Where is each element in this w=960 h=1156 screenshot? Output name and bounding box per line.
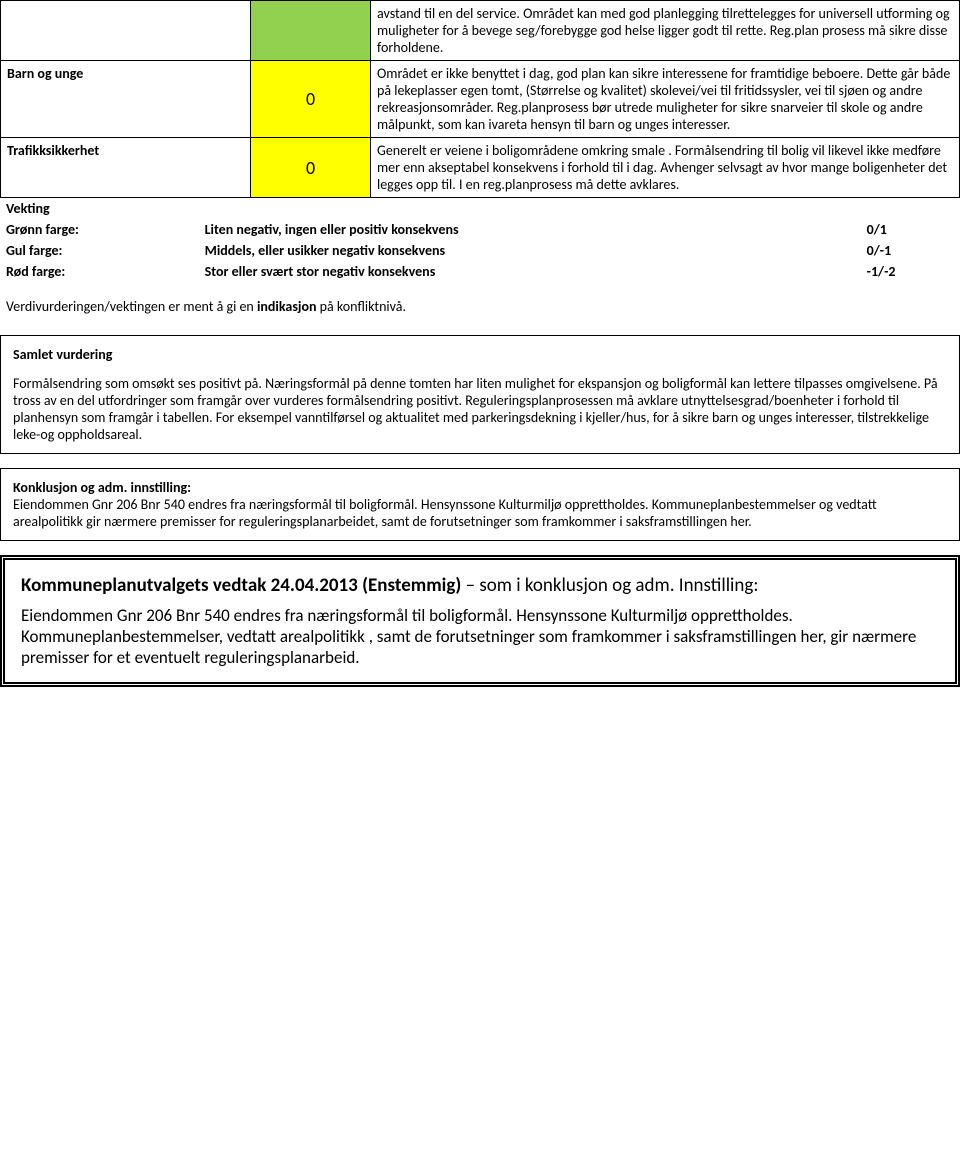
- legend-value: 0/-1: [861, 240, 960, 261]
- table-row: Trafikksikkerhet 0 Generelt er veiene i …: [1, 138, 960, 198]
- row-label: Barn og unge: [1, 61, 251, 138]
- row-desc: avstand til en del service. Området kan …: [371, 1, 960, 61]
- decision-title-bold: Kommuneplanutvalgets vedtak 24.04.2013 (…: [21, 574, 461, 597]
- conclusion-body: Eiendommen Gnr 206 Bnr 540 endres fra næ…: [13, 496, 947, 530]
- decision-title: Kommuneplanutvalgets vedtak 24.04.2013 (…: [21, 574, 939, 597]
- table-row: avstand til en del service. Området kan …: [1, 1, 960, 61]
- legend-value: -1/-2: [861, 261, 960, 282]
- overall-assessment-title: Samlet vurdering: [13, 346, 947, 363]
- legend-desc: Liten negativ, ingen eller positiv konse…: [199, 219, 861, 240]
- weighting-header: Vekting: [0, 198, 960, 219]
- decision-title-rest: – som i konklusjon og adm. Innstilling:: [461, 574, 758, 597]
- legend-color: Gul farge:: [0, 240, 199, 261]
- overall-assessment-box: Samlet vurdering Formålsendring som omsø…: [0, 335, 960, 454]
- conclusion-title: Konklusjon og adm. innstilling:: [13, 479, 191, 496]
- overall-assessment-body: Formålsendring som omsøkt ses positivt p…: [13, 375, 947, 443]
- legend-color: Rød farge:: [0, 261, 199, 282]
- row-label: [1, 1, 251, 61]
- indication-line: Verdivurderingen/vektingen er ment å gi …: [0, 292, 960, 321]
- weighting-legend: Vekting Grønn farge: Liten negativ, inge…: [0, 198, 960, 282]
- conclusion-box: Konklusjon og adm. innstilling: Eiendomm…: [0, 468, 960, 541]
- indication-suffix: på konfliktnivå.: [317, 298, 406, 315]
- legend-row: Grønn farge: Liten negativ, ingen eller …: [0, 219, 960, 240]
- row-score: [251, 1, 371, 61]
- table-row: Barn og unge 0 Området er ikke benyttet …: [1, 61, 960, 138]
- row-label: Trafikksikkerhet: [1, 138, 251, 198]
- row-desc: Området er ikke benyttet i dag, god plan…: [371, 61, 960, 138]
- legend-desc: Stor eller svært stor negativ konsekvens: [199, 261, 861, 282]
- legend-row: Gul farge: Middels, eller usikker negati…: [0, 240, 960, 261]
- legend-row: Rød farge: Stor eller svært stor negativ…: [0, 261, 960, 282]
- legend-color: Grønn farge:: [0, 219, 199, 240]
- assessment-table: avstand til en del service. Området kan …: [0, 0, 960, 198]
- row-desc: Generelt er veiene i boligområdene omkri…: [371, 138, 960, 198]
- indication-emph: indikasjon: [257, 298, 317, 315]
- row-score: 0: [251, 61, 371, 138]
- decision-box: Kommuneplanutvalgets vedtak 24.04.2013 (…: [0, 555, 960, 687]
- decision-body: Eiendommen Gnr 206 Bnr 540 endres fra næ…: [21, 605, 939, 668]
- legend-value: 0/1: [861, 219, 960, 240]
- legend-desc: Middels, eller usikker negativ konsekven…: [199, 240, 861, 261]
- indication-prefix: Verdivurderingen/vektingen er ment å gi …: [6, 298, 257, 315]
- row-score: 0: [251, 138, 371, 198]
